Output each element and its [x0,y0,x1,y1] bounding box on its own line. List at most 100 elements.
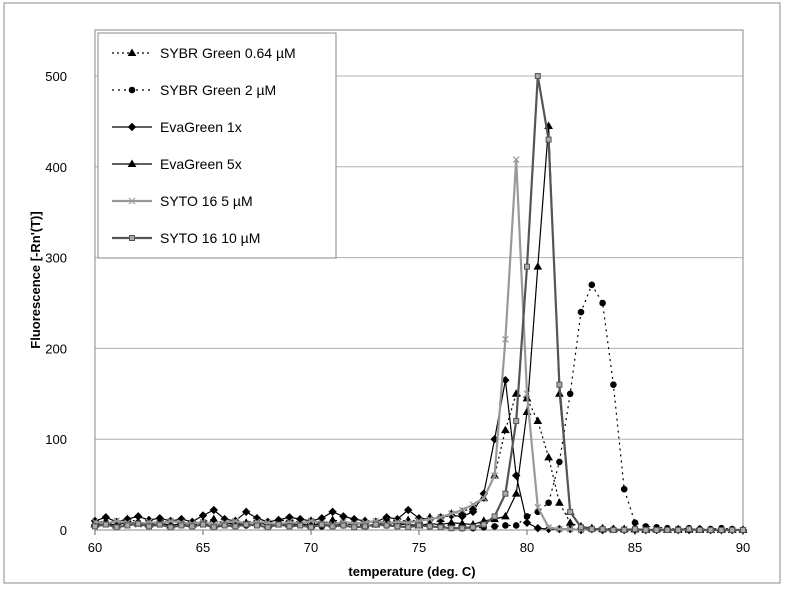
legend-item: EvaGreen 5x [112,156,242,172]
x-tick-label: 65 [196,540,210,555]
y-tick-label: 400 [45,160,67,175]
legend: SYBR Green 0.64 µM SYBR Green 2 µM EvaGree… [97,32,337,259]
x-tick-label: 70 [304,540,318,555]
legend-item: SYBR Green 0.64 µM [112,45,296,61]
data-point [189,523,196,530]
data-point [491,472,499,479]
data-point [448,525,455,532]
legend-item: SYTO 16 5 µM [112,193,253,209]
data-point [328,507,337,517]
data-point [372,521,379,528]
data-point [610,381,617,389]
data-point [566,525,574,533]
data-point [329,523,336,530]
data-point [632,526,638,533]
x-tick-label: 80 [520,540,534,555]
data-point [707,527,714,533]
y-tick-label: 300 [45,251,67,266]
data-point [243,521,250,528]
data-point [135,520,142,527]
data-point [447,510,455,518]
data-point [533,416,543,425]
data-point [209,505,219,515]
data-point [599,526,606,533]
data-point [502,490,509,497]
data-point [383,522,390,529]
data-point [588,281,596,289]
legend-marker [127,48,137,56]
data-point [362,523,368,530]
x-tick-label: 85 [628,540,642,555]
data-point [231,517,239,525]
data-point [501,335,509,343]
data-point [578,524,584,531]
data-point [167,524,174,531]
data-point [523,390,531,398]
x-tick-label: 60 [88,540,102,555]
data-point [437,524,444,531]
data-point [675,527,682,533]
data-point [232,523,239,530]
data-point [555,498,564,506]
data-point [156,521,163,528]
data-point [502,522,509,529]
data-point [533,262,543,270]
data-point [544,452,553,461]
legend-marker [127,122,137,132]
y-axis-label: Fluorescence [-Rn'(T)] [28,211,43,348]
data-point [642,527,649,533]
data-point [501,425,510,434]
y-tick-label: 200 [45,341,67,356]
data-point [405,524,412,531]
data-point [491,513,498,520]
data-point [221,522,228,529]
legend-label: EvaGreen 5x [160,156,242,172]
data-point [718,527,725,533]
data-point [534,73,541,79]
data-point [297,522,304,529]
data-point [437,513,445,521]
legend-marker [128,197,136,205]
legend-label: SYBR Green 2 µM [160,82,276,98]
data-point [113,517,121,525]
data-point [340,522,347,529]
data-point [511,489,521,497]
legend-label: EvaGreen 1x [160,119,242,135]
data-point [555,525,563,533]
data-point [200,521,206,528]
x-tick-label: 90 [736,540,750,555]
data-point [480,494,488,502]
data-point [394,523,401,530]
data-point [113,524,120,531]
data-point [416,522,422,529]
data-point [534,503,542,511]
data-point [501,511,510,520]
data-point [729,527,736,533]
data-point [307,517,315,525]
data-point [610,527,617,533]
data-point [470,524,476,531]
data-point [621,527,628,533]
data-point [567,508,574,515]
legend-marker [129,235,135,241]
data-point [740,527,746,533]
data-point [588,526,595,533]
legend-label: SYBR Green 0.64 µM [160,45,296,61]
data-point [491,523,498,530]
legend-marker [127,159,137,167]
data-point [545,499,552,507]
data-point [459,525,466,532]
data-point [620,485,628,493]
data-point [254,522,260,529]
y-tick-label: 100 [45,432,67,447]
legend-item: EvaGreen 1x [112,119,242,135]
data-point [556,381,563,388]
data-point [545,523,553,531]
legend-marker [128,86,136,94]
data-point [403,505,413,515]
data-point [275,521,282,528]
data-point [512,156,520,163]
data-point [146,523,152,530]
data-point [513,418,520,425]
